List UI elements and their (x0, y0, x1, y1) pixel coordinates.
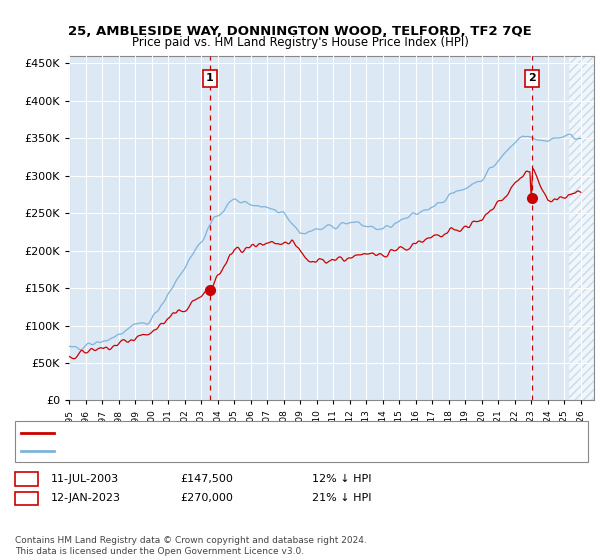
Text: 1: 1 (206, 73, 214, 83)
Text: Price paid vs. HM Land Registry's House Price Index (HPI): Price paid vs. HM Land Registry's House … (131, 36, 469, 49)
Text: Contains HM Land Registry data © Crown copyright and database right 2024.
This d: Contains HM Land Registry data © Crown c… (15, 536, 367, 556)
Text: 25, AMBLESIDE WAY, DONNINGTON WOOD, TELFORD, TF2 7QE: 25, AMBLESIDE WAY, DONNINGTON WOOD, TELF… (68, 25, 532, 38)
Text: 12-JAN-2023: 12-JAN-2023 (51, 493, 121, 503)
Text: £147,500: £147,500 (180, 474, 233, 484)
Text: 12% ↓ HPI: 12% ↓ HPI (312, 474, 371, 484)
Text: 11-JUL-2003: 11-JUL-2003 (51, 474, 119, 484)
Text: 2: 2 (23, 493, 30, 503)
Text: HPI: Average price, detached house, Telford and Wrekin: HPI: Average price, detached house, Telf… (60, 446, 331, 455)
Text: 21% ↓ HPI: 21% ↓ HPI (312, 493, 371, 503)
Text: 1: 1 (23, 474, 30, 484)
Text: 2: 2 (528, 73, 536, 83)
Text: £270,000: £270,000 (180, 493, 233, 503)
Text: 25, AMBLESIDE WAY, DONNINGTON WOOD, TELFORD, TF2 7QE (detached house): 25, AMBLESIDE WAY, DONNINGTON WOOD, TELF… (60, 428, 457, 437)
